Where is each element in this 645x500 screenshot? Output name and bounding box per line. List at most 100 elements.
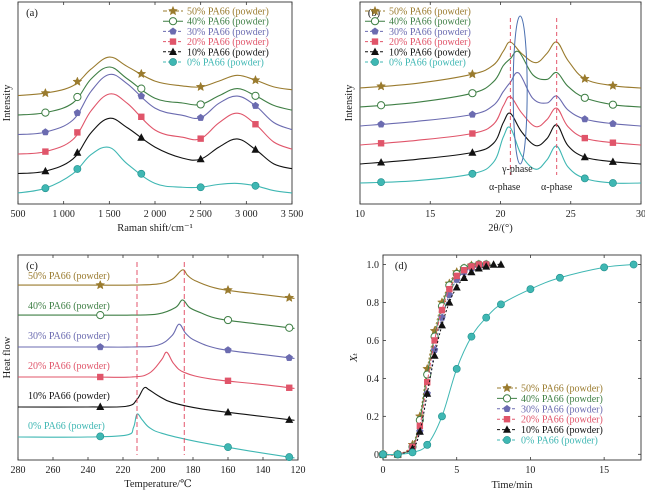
panel-b-data-point bbox=[580, 152, 589, 161]
panel-d-data-point bbox=[474, 264, 483, 272]
panel-b-xtick-label: 25 bbox=[566, 209, 576, 220]
panel-d-ytick-label: 0.4 bbox=[367, 374, 380, 385]
panel-b-series-line bbox=[359, 112, 642, 165]
panel-a-data-point bbox=[42, 148, 49, 155]
panel-c-data-point bbox=[285, 453, 294, 461]
panel-d-legend-label: 40% PA66 (powder) bbox=[521, 394, 603, 405]
panel-a-data-point bbox=[196, 113, 205, 121]
panel-b-xlabel: 2θ/(°) bbox=[488, 223, 513, 234]
panel-a-data-point bbox=[196, 183, 205, 192]
panel-b: 1015202530(b)2θ/(°)Intensityγ-phaseα-pha… bbox=[344, 1, 645, 234]
panel-b-data-point bbox=[468, 169, 477, 178]
panel-c-data-point bbox=[95, 279, 106, 290]
panel-b-data-point bbox=[377, 140, 385, 147]
panel-d-series-line bbox=[382, 263, 487, 456]
panel-a-xtick-label: 1 000 bbox=[52, 209, 75, 220]
panel-c-data-point bbox=[224, 443, 232, 452]
panel-c-xtick-label: 260 bbox=[46, 465, 61, 476]
panel-a-data-point bbox=[72, 76, 83, 86]
panel-d-series-line bbox=[382, 263, 487, 456]
panel-d-legend-label: 50% PA66 (powder) bbox=[521, 384, 603, 395]
panel-c-data-point bbox=[96, 432, 105, 441]
panel-c-data-point bbox=[286, 384, 293, 391]
panel-b-data-point bbox=[608, 100, 618, 109]
panel-b-alpha-label-1: α-phase bbox=[489, 182, 521, 193]
panel-b-data-point bbox=[468, 89, 477, 98]
panel-b-legend-label: 30% PA66 (powder) bbox=[389, 27, 471, 38]
panel-c-series-label: 50% PA66 (powder) bbox=[28, 271, 110, 282]
panel-d-data-point bbox=[468, 263, 475, 270]
panel-b-series-line bbox=[359, 126, 642, 184]
panel-d-data-point bbox=[408, 448, 417, 457]
panel-d-data-point bbox=[446, 285, 453, 293]
panel-a-data-point bbox=[73, 165, 82, 173]
panel-d-ylabel: Xₜ bbox=[349, 353, 360, 363]
panel-d-series-line bbox=[382, 264, 487, 456]
panel-b-data-point bbox=[581, 115, 589, 123]
panel-b-legend-marker bbox=[371, 47, 379, 55]
panel-a-data-point bbox=[252, 121, 259, 128]
panel-c-series-line bbox=[18, 351, 295, 389]
panel-d-legend-marker bbox=[503, 416, 511, 423]
panel-d-ytick-label: 0 bbox=[374, 450, 379, 461]
panel-b-legend-marker bbox=[370, 5, 380, 16]
panel-d-legend-label: 20% PA66 (powder) bbox=[521, 415, 603, 426]
panel-d-data-point bbox=[445, 290, 454, 299]
panel-d-data-point bbox=[379, 450, 387, 459]
panel-a-legend-marker bbox=[169, 38, 177, 45]
panel-b-data-point bbox=[608, 157, 617, 165]
panel-b-data-point bbox=[467, 68, 478, 79]
panel-a-data-point bbox=[137, 133, 146, 141]
panel-c-data-point bbox=[285, 415, 294, 423]
panel-a-data-point bbox=[251, 91, 260, 100]
panel-b-xtick-label: 30 bbox=[636, 209, 645, 220]
panel-a-legend-label: 50% PA66 (powder) bbox=[187, 7, 269, 18]
panel-a-legend-label: 30% PA66 (powder) bbox=[187, 27, 269, 38]
panel-d-data-point bbox=[452, 283, 461, 291]
panel-b-data-point bbox=[580, 93, 589, 102]
panel-d-legend-marker bbox=[503, 425, 511, 433]
panel-a-xtick-label: 2 500 bbox=[189, 209, 212, 220]
panel-a-data-point bbox=[196, 100, 205, 109]
panel-b-legend-label: 50% PA66 (powder) bbox=[389, 7, 471, 18]
panel-a-data-point bbox=[73, 108, 82, 117]
panel-b-data-point bbox=[581, 134, 588, 142]
panel-d-data-point bbox=[556, 273, 564, 282]
panel-d-data-point bbox=[445, 298, 454, 306]
panel-d-panel-label: (d) bbox=[395, 261, 408, 272]
panel-a-series-line bbox=[17, 146, 293, 194]
panel-d-ytick-label: 0.8 bbox=[367, 298, 380, 309]
panel-b-gamma-ellipse bbox=[512, 15, 528, 165]
panel-d-data-point bbox=[423, 370, 432, 379]
panel-a-data-point bbox=[41, 184, 50, 193]
panel-d: 0 5 10 15 0 0.2 0.4 0.6 0.8 1.0 (d) Time/min Xₜ 50% P… bbox=[349, 254, 642, 491]
panel-a-data-point bbox=[136, 68, 147, 79]
panel-d-ytick-label: 0.2 bbox=[367, 412, 380, 423]
panel-a-data-point bbox=[196, 154, 205, 163]
panel-d-data-point bbox=[431, 337, 438, 344]
panel-b-data-point bbox=[609, 179, 617, 187]
panel-a-xtick-label: 3 500 bbox=[281, 209, 304, 220]
panel-a-legend-marker bbox=[169, 27, 177, 35]
panel-c-series-label: 20% PA66 (powder) bbox=[28, 361, 110, 372]
panel-c-xtick-label: 160 bbox=[221, 465, 236, 476]
panel-b-xtick-label: 10 bbox=[355, 209, 365, 220]
panel-b-legend-marker bbox=[370, 17, 380, 26]
panel-d-ytick-label: 1.0 bbox=[367, 260, 380, 271]
panel-a-data-point bbox=[195, 81, 206, 92]
panel-b-legend-label: 20% PA66 (powder) bbox=[389, 37, 471, 48]
panel-a-data-point bbox=[73, 148, 82, 156]
panel-a-data-point bbox=[250, 74, 261, 85]
panel-b-legend-marker bbox=[371, 58, 379, 66]
panel-c-data-point bbox=[96, 343, 104, 351]
panel-b-legend-marker bbox=[371, 27, 379, 35]
panel-d-xtick-label: 15 bbox=[599, 465, 609, 476]
panel-c-ylabel: Heat flow bbox=[2, 336, 13, 378]
panel-d-data-point bbox=[415, 427, 424, 435]
panel-c-series-label: 40% PA66 (powder) bbox=[28, 301, 110, 312]
panel-c-data-point bbox=[285, 323, 294, 332]
panel-a-legend-label: 0% PA66 (powder) bbox=[187, 58, 264, 69]
panel-a-data-point bbox=[40, 87, 51, 98]
panel-b-alpha-label-2: α-phase bbox=[541, 182, 573, 193]
